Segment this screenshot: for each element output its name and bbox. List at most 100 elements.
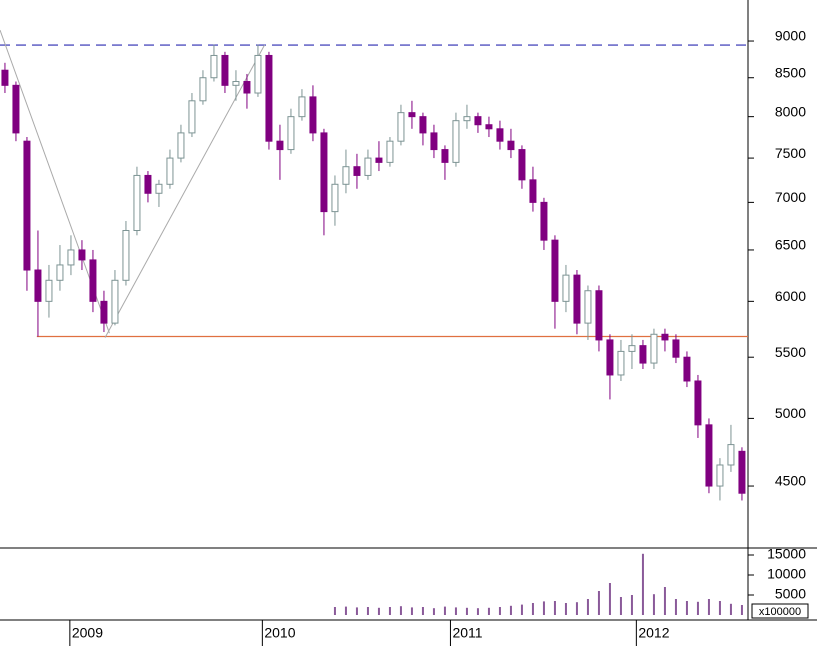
volume-tick-label: 10000 [767, 566, 806, 582]
candle-body [386, 140, 394, 163]
volume-bar [597, 591, 600, 615]
volume-bar [652, 594, 655, 615]
candle-body [221, 54, 229, 86]
volume-bar [509, 605, 512, 615]
y-tick-label: 6000 [775, 288, 806, 304]
candle-body [298, 96, 306, 118]
candle-body [56, 264, 64, 281]
candle-body [144, 174, 152, 194]
volume-bar [421, 607, 424, 615]
volume-tick-label: 15000 [767, 546, 806, 562]
candle-body [617, 350, 625, 376]
volume-bar [498, 607, 501, 615]
candle-body [496, 128, 504, 142]
volume-bar [465, 607, 468, 615]
candle-body [78, 249, 86, 261]
candle-body [331, 183, 339, 213]
volume-bar [542, 601, 545, 615]
candle-body [562, 274, 570, 302]
y-tick-label: 7500 [775, 145, 806, 161]
candle-body [353, 166, 361, 176]
y-tick-label: 6500 [775, 237, 806, 253]
y-tick-label: 8000 [775, 103, 806, 119]
volume-bar [740, 605, 743, 615]
y-tick-label: 5000 [775, 405, 806, 421]
volume-bar [531, 603, 534, 615]
candle-body [661, 333, 669, 341]
candle-body [606, 339, 614, 376]
candle-body [166, 157, 174, 185]
volume-bar [685, 601, 688, 615]
candle-body [441, 149, 449, 163]
candle-body [716, 464, 724, 487]
candle-body [452, 120, 460, 163]
candle-body [463, 116, 471, 122]
volume-bar [641, 553, 644, 615]
candle-body [45, 279, 53, 302]
candle-body [133, 174, 141, 232]
candle-body [397, 112, 405, 142]
volume-bar [355, 607, 358, 615]
candle-body [89, 259, 97, 302]
volume-bar [443, 606, 446, 615]
candle-body [67, 249, 75, 266]
x-tick-label: 2009 [72, 625, 103, 641]
volume-bar [388, 607, 391, 615]
candle-body [551, 239, 559, 302]
y-tick-label: 9000 [775, 28, 806, 44]
candle-body [474, 116, 482, 126]
candle-body [364, 157, 372, 176]
candle-body [188, 100, 196, 134]
candle-body [309, 96, 317, 134]
volume-bar [674, 599, 677, 615]
candle-body [430, 132, 438, 151]
candle-body [34, 269, 42, 302]
volume-bar [553, 601, 556, 615]
candle-body [243, 81, 251, 94]
candle-body [177, 132, 185, 159]
candle-body [650, 333, 658, 364]
volume-bar [619, 597, 622, 615]
y-tick-label: 7000 [775, 189, 806, 205]
candle-body [155, 183, 163, 194]
volume-bar [366, 607, 369, 615]
y-tick-label: 8500 [775, 64, 806, 80]
candle-body [507, 140, 515, 151]
volume-bar [608, 583, 611, 615]
candle-body [254, 54, 262, 94]
candle-body [639, 345, 647, 364]
volume-unit-box [751, 603, 809, 619]
volume-bar [586, 599, 589, 615]
volume-bar [377, 607, 380, 615]
volume-bar [663, 587, 666, 615]
volume-bar [432, 608, 435, 615]
candle-body [672, 339, 680, 358]
volume-unit: x100000 [759, 606, 801, 618]
candle-body [342, 166, 350, 185]
volume-bar [476, 608, 479, 615]
candle-body [1, 69, 9, 86]
volume-bar [344, 606, 347, 615]
candle-body [584, 290, 592, 324]
y-tick-label: 4500 [775, 473, 806, 489]
volume-tick-label: 5000 [775, 586, 806, 602]
candle-body [573, 274, 581, 324]
candle-body [540, 201, 548, 241]
volume-bar [707, 599, 710, 615]
volume-bar [333, 607, 336, 615]
candle-body [265, 54, 273, 142]
volume-bar [630, 595, 633, 615]
y-tick-label: 5500 [775, 344, 806, 360]
candle-body [232, 81, 240, 86]
volume-bar [718, 601, 721, 615]
candle-body [683, 356, 691, 382]
candle-body [595, 290, 603, 341]
volume-bar [454, 607, 457, 615]
candle-body [199, 77, 207, 102]
candle-body [111, 279, 119, 324]
trend-line [104, 44, 265, 338]
candle-body [23, 140, 31, 271]
candle-body [628, 345, 636, 352]
